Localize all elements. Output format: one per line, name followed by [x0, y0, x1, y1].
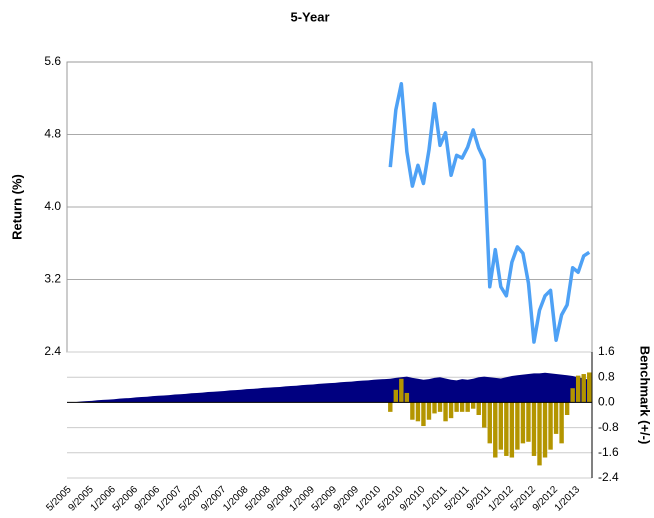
- bar: [388, 402, 393, 412]
- bar: [421, 402, 426, 427]
- bar: [432, 402, 437, 414]
- bar: [415, 402, 421, 422]
- bar: [454, 402, 459, 412]
- bar: [470, 402, 476, 409]
- bar: [526, 402, 531, 442]
- y2-tick-label: 0.0: [598, 395, 615, 409]
- bar: [443, 402, 448, 422]
- bar: [581, 374, 586, 403]
- y2-axis-title: Benchmark (+/-): [638, 346, 653, 445]
- y2-tick-label: -2.4: [598, 470, 619, 484]
- bar: [410, 402, 415, 420]
- bar: [393, 389, 399, 403]
- bar: [515, 402, 520, 450]
- y-tick-label: 3.2: [44, 272, 61, 286]
- area: [69, 372, 590, 403]
- bar: [459, 402, 465, 412]
- y2-tick-label: -0.8: [598, 420, 619, 434]
- bar: [404, 392, 410, 403]
- bar: [531, 402, 537, 456]
- bar: [498, 402, 504, 450]
- bar: [482, 402, 487, 428]
- bar: [575, 375, 581, 403]
- y2-tick-label: 1.6: [598, 344, 615, 358]
- bar: [465, 402, 470, 412]
- y2-tick-label: 0.8: [598, 369, 615, 383]
- bar: [426, 402, 432, 420]
- bar: [487, 402, 492, 444]
- bar: [542, 402, 548, 458]
- y-tick-label: 4.0: [44, 199, 61, 213]
- bar: [570, 388, 575, 403]
- bar: [448, 402, 454, 419]
- bar: [553, 402, 559, 434]
- bar: [493, 402, 498, 458]
- x-tick-label: 1/2013: [553, 484, 583, 514]
- bar: [564, 402, 570, 415]
- line: [388, 82, 591, 344]
- bar: [437, 402, 443, 412]
- y-tick-label: 2.4: [44, 344, 61, 358]
- y-axis-title: Return (%): [9, 174, 24, 240]
- bar: [504, 402, 509, 456]
- bar: [476, 402, 481, 415]
- y-tick-label: 5.6: [44, 54, 61, 68]
- y-tick-label: 4.8: [44, 127, 61, 141]
- bar: [537, 402, 542, 466]
- bar: [509, 402, 515, 458]
- y2-tick-label: -1.6: [598, 445, 619, 459]
- bar: [520, 402, 526, 444]
- bar: [548, 402, 553, 450]
- bar: [587, 372, 592, 403]
- bar: [559, 402, 564, 444]
- bar: [399, 378, 404, 403]
- chart-title: 5-Year: [290, 9, 329, 24]
